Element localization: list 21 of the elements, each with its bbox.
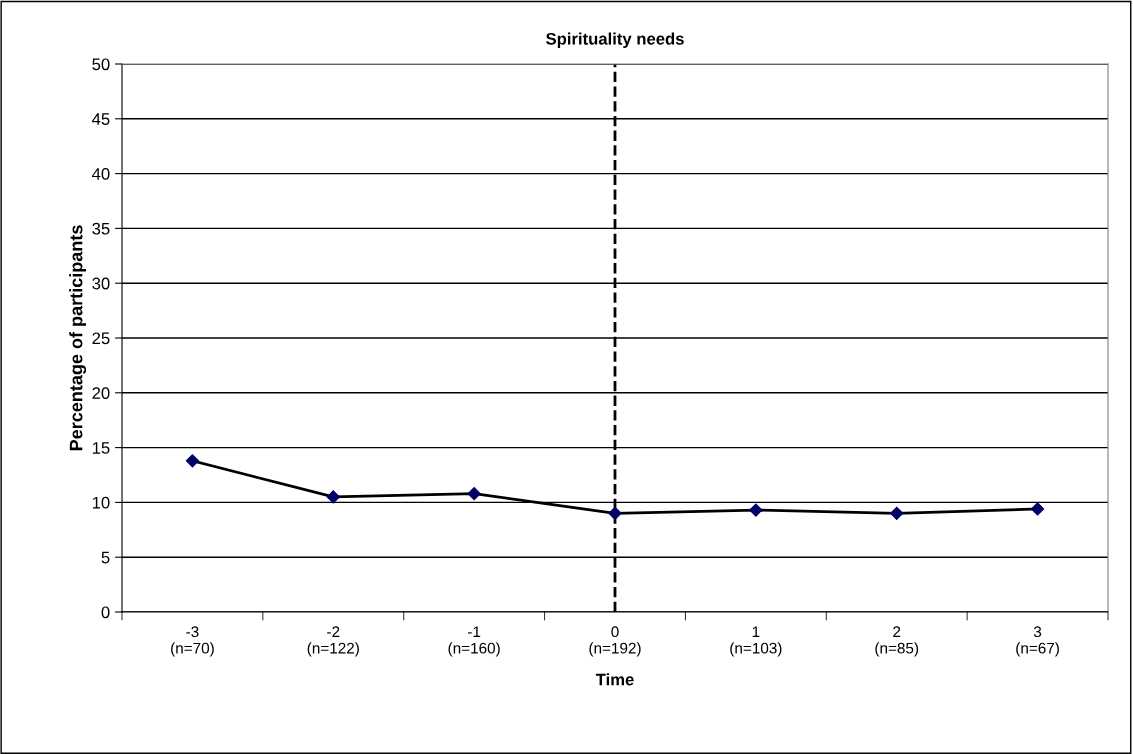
x-tick-label: 3 (n=67) [1016,626,1059,657]
y-tick-label: 5 [101,551,110,564]
y-tick-label: 35 [92,222,110,235]
y-tick-label: 50 [92,58,110,71]
x-tick-label: -2 (n=122) [307,626,359,657]
x-axis-title: Time [595,673,634,686]
x-tick-label: -1 (n=160) [448,626,500,657]
x-tick-label: 2 (n=85) [875,626,919,657]
y-tick-label: 20 [92,387,110,399]
y-axis-title: Percentage of participants [69,225,87,451]
y-tick-label: 25 [92,332,110,345]
chart-title: Spirituality needs [546,32,684,49]
y-tick-label: 0 [101,606,110,619]
x-tick-label: -3 (n=70) [171,626,214,657]
y-tick-label: 40 [92,168,110,180]
y-tick-label: 30 [92,277,110,290]
y-tick-label: 10 [92,496,110,509]
x-tick-label: 0 (n=192) [589,626,641,657]
y-tick-label: 45 [92,113,110,125]
x-tick-label: 1 (n=103) [730,626,782,657]
y-tick-label: 15 [92,442,110,454]
